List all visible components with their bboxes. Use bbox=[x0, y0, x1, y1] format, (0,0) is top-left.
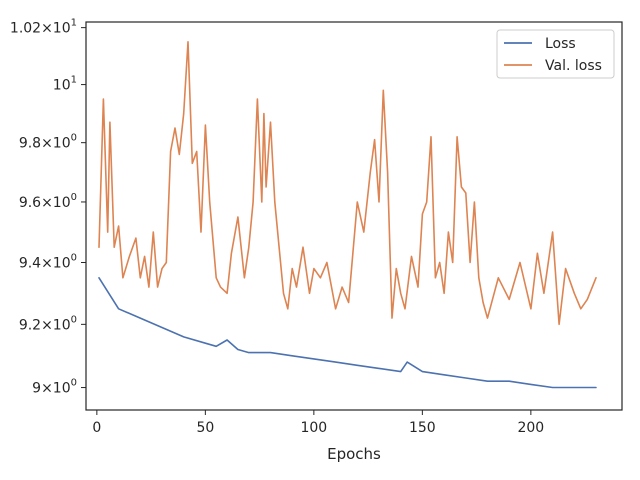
series-layer bbox=[98, 40, 597, 389]
y-tick-label: 9.4×100 bbox=[19, 253, 77, 272]
x-tick-label: 100 bbox=[300, 420, 327, 436]
legend-label: Val. loss bbox=[545, 58, 602, 74]
plot-frame bbox=[85, 21, 623, 411]
y-tick-label: 101 bbox=[53, 75, 77, 94]
legend: Loss Val. loss bbox=[496, 29, 615, 79]
x-tick-label: 200 bbox=[517, 420, 544, 436]
legend-label: Loss bbox=[545, 36, 576, 52]
legend-box bbox=[496, 29, 615, 79]
series-line-1 bbox=[98, 40, 597, 326]
y-tick-label: 9.6×100 bbox=[19, 192, 77, 211]
x-tick-label: 50 bbox=[196, 420, 214, 436]
x-axis: 0 50 100 150 200 bbox=[92, 410, 544, 436]
y-tick-label: 9.2×100 bbox=[19, 314, 77, 333]
y-tick-label: 1.02×101 bbox=[10, 18, 77, 37]
x-tick-label: 0 bbox=[92, 420, 101, 436]
x-tick-label: 150 bbox=[409, 420, 436, 436]
y-tick-label: 9×100 bbox=[32, 378, 77, 397]
plot-area bbox=[85, 21, 623, 411]
y-tick-label: 9.8×100 bbox=[19, 133, 77, 152]
series-line-0 bbox=[98, 276, 597, 389]
x-axis-label: Epochs bbox=[327, 445, 381, 463]
y-axis: 9×100 9.2×100 9.4×100 9.6×100 9.8×100 101 1.02… bbox=[10, 18, 86, 397]
